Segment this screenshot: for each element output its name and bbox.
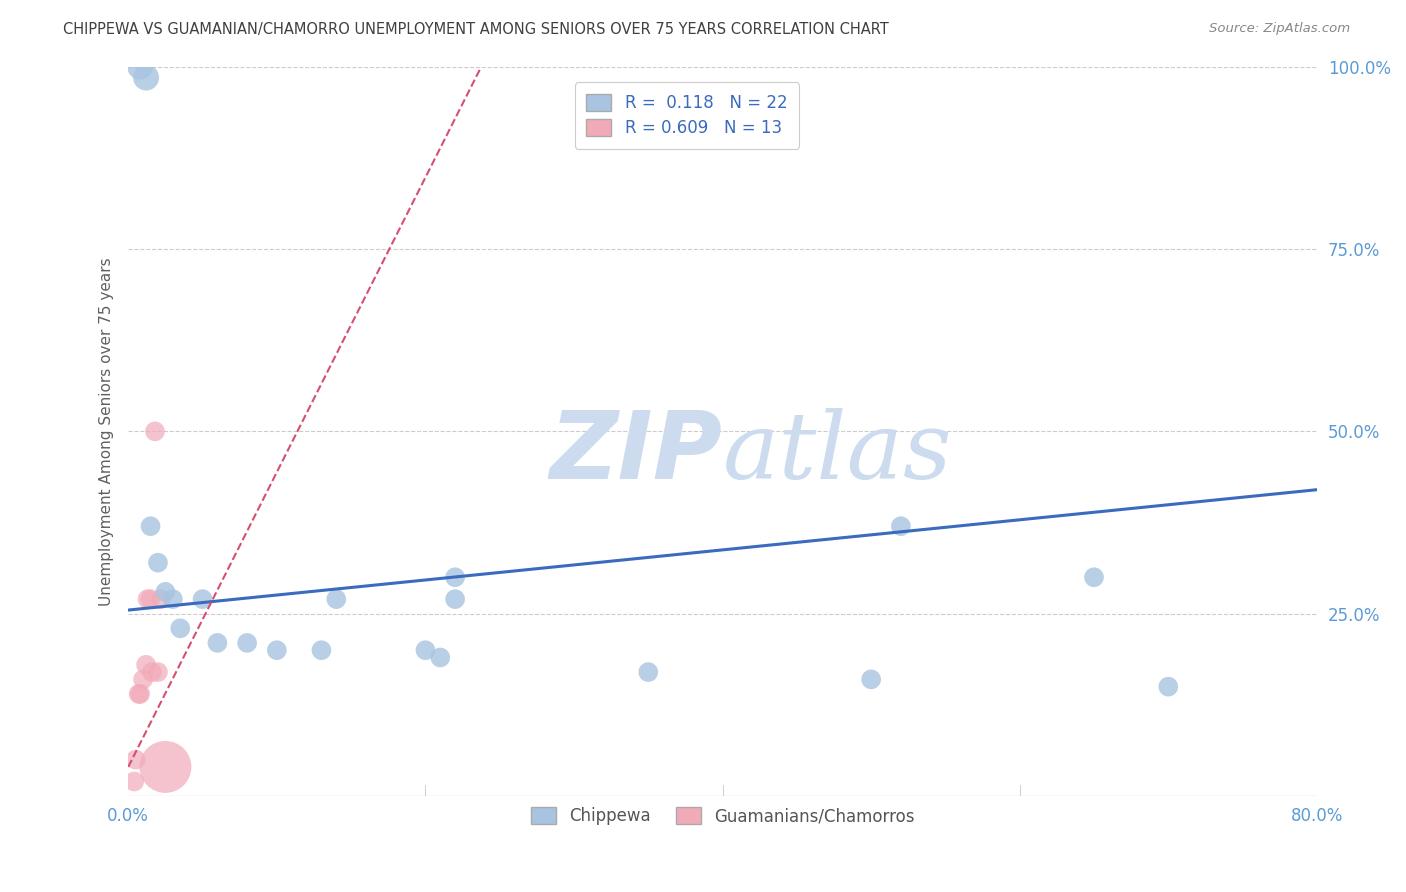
Text: atlas: atlas (723, 409, 952, 499)
Point (149, 592, 172, 607)
Point (139, 592, 162, 607)
Point (444, 570, 467, 584)
Point (191, 592, 214, 607)
Legend: Chippewa, Guamanians/Chamorros: Chippewa, Guamanians/Chamorros (520, 797, 925, 835)
Point (207, 636, 229, 650)
Point (129, 60, 152, 74)
Point (1083, 570, 1105, 584)
Point (236, 636, 259, 650)
Point (146, 665, 169, 679)
Text: ZIP: ZIP (550, 408, 723, 500)
Point (129, 687, 152, 701)
Point (146, 556, 169, 570)
Point (860, 673, 883, 687)
Point (637, 665, 659, 679)
Point (162, 592, 184, 607)
Point (141, 665, 163, 679)
Y-axis label: Unemployment Among Seniors over 75 years: Unemployment Among Seniors over 75 years (100, 257, 114, 606)
Point (155, 584, 177, 599)
Point (890, 519, 912, 533)
Point (429, 650, 451, 665)
Point (325, 592, 347, 607)
Point (128, 687, 150, 701)
Point (415, 643, 437, 657)
Point (135, 657, 157, 672)
Point (266, 643, 288, 657)
Point (444, 592, 467, 607)
Point (139, 519, 162, 533)
Point (122, 774, 145, 789)
Point (1157, 680, 1180, 694)
Point (143, 425, 166, 439)
Point (135, 70, 157, 85)
Point (169, 621, 191, 635)
Point (155, 760, 177, 774)
Point (124, 753, 146, 767)
Text: CHIPPEWA VS GUAMANIAN/CHAMORRO UNEMPLOYMENT AMONG SENIORS OVER 75 YEARS CORRELAT: CHIPPEWA VS GUAMANIAN/CHAMORRO UNEMPLOYM… (63, 22, 889, 37)
Text: Source: ZipAtlas.com: Source: ZipAtlas.com (1209, 22, 1350, 36)
Point (311, 643, 333, 657)
Point (132, 673, 155, 687)
Point (136, 592, 159, 607)
